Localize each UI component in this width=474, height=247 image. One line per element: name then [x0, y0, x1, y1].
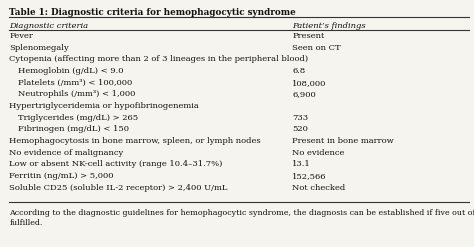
Text: No evidence of malignancy: No evidence of malignancy — [9, 149, 124, 157]
Text: Platelets (/mm³) < 100,000: Platelets (/mm³) < 100,000 — [18, 79, 132, 87]
Text: 13.1: 13.1 — [292, 160, 311, 168]
Text: Fibrinogen (mg/dL) < 150: Fibrinogen (mg/dL) < 150 — [18, 125, 129, 133]
Text: Splenomegaly: Splenomegaly — [9, 44, 69, 52]
Text: Hemophagocytosis in bone marrow, spleen, or lymph nodes: Hemophagocytosis in bone marrow, spleen,… — [9, 137, 261, 145]
Text: Not checked: Not checked — [292, 184, 346, 192]
Text: Present in bone marrow: Present in bone marrow — [292, 137, 394, 145]
Text: Table 1: Diagnostic criteria for hemophagocytic syndrome: Table 1: Diagnostic criteria for hemopha… — [9, 8, 296, 17]
Text: Hypertriglyceridemia or hypofibrinogenemia: Hypertriglyceridemia or hypofibrinogenem… — [9, 102, 199, 110]
Text: Soluble CD25 (soluble IL-2 receptor) > 2,400 U/mL: Soluble CD25 (soluble IL-2 receptor) > 2… — [9, 184, 228, 192]
Text: 152,566: 152,566 — [292, 172, 327, 180]
Text: 520: 520 — [292, 125, 308, 133]
Text: Ferritin (ng/mL) > 5,000: Ferritin (ng/mL) > 5,000 — [9, 172, 114, 180]
Text: 6.8: 6.8 — [292, 67, 306, 75]
Text: 6,900: 6,900 — [292, 90, 316, 98]
Text: Seen on CT: Seen on CT — [292, 44, 341, 52]
Text: Fever: Fever — [9, 32, 33, 40]
Text: Diagnostic criteria: Diagnostic criteria — [9, 22, 89, 30]
Text: Hemoglobin (g/dL) < 9.0: Hemoglobin (g/dL) < 9.0 — [18, 67, 123, 75]
Text: According to the diagnostic guidelines for hemophagocytic syndrome, the diagnosi: According to the diagnostic guidelines f… — [9, 209, 474, 227]
Text: Low or absent NK-cell activity (range 10.4–31.7%): Low or absent NK-cell activity (range 10… — [9, 160, 223, 168]
Text: Patient’s findings: Patient’s findings — [292, 22, 366, 30]
Text: Cytopenia (affecting more than 2 of 3 lineages in the peripheral blood): Cytopenia (affecting more than 2 of 3 li… — [9, 55, 309, 63]
Text: Triglycerides (mg/dL) > 265: Triglycerides (mg/dL) > 265 — [18, 114, 138, 122]
Text: 108,000: 108,000 — [292, 79, 327, 87]
Text: Neutrophils (/mm³) < 1,000: Neutrophils (/mm³) < 1,000 — [18, 90, 135, 98]
Text: 733: 733 — [292, 114, 309, 122]
Text: Present: Present — [292, 32, 325, 40]
Text: No evidence: No evidence — [292, 149, 345, 157]
